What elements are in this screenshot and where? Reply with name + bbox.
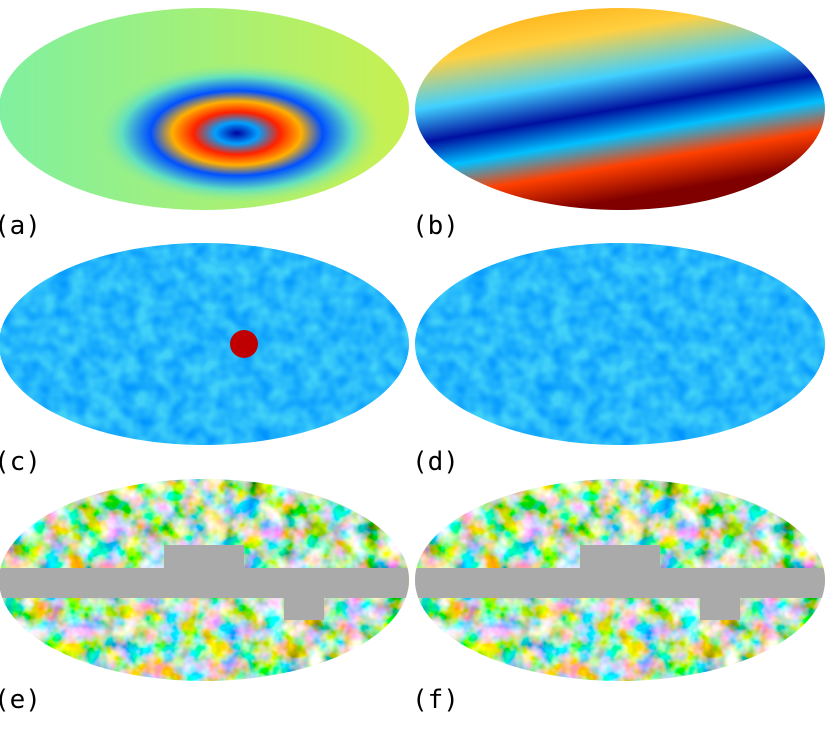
panel-label: (e)	[0, 685, 41, 715]
map-c	[0, 243, 409, 445]
map-a	[0, 8, 409, 210]
map-f	[415, 479, 825, 681]
map-b	[415, 8, 825, 210]
map-d	[415, 243, 825, 445]
panel-label: (a)	[0, 211, 41, 241]
panel-label: (b)	[412, 211, 459, 241]
panel-label: (d)	[412, 447, 459, 477]
panel-label: (c)	[0, 447, 41, 477]
panel-label: (f)	[412, 685, 459, 715]
map-e	[0, 479, 409, 681]
